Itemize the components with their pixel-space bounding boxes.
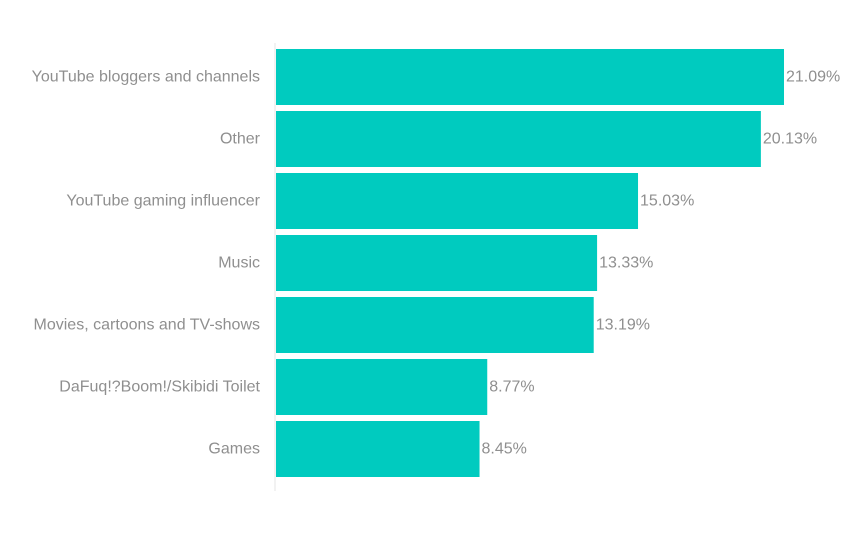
value-label: 21.09% [786, 69, 840, 86]
category-label: YouTube bloggers and channels [32, 69, 260, 86]
bar [276, 111, 761, 167]
value-label: 13.19% [596, 317, 650, 334]
value-label: 8.45% [482, 441, 527, 458]
bar [276, 173, 639, 229]
bar [276, 235, 598, 291]
category-label: Movies, cartoons and TV-shows [34, 317, 260, 334]
category-label: YouTube gaming influencer [66, 193, 260, 210]
value-label: 15.03% [640, 193, 694, 210]
bar [276, 421, 480, 477]
value-label: 13.33% [599, 255, 653, 272]
bar [276, 297, 594, 353]
category-label: Music [218, 255, 260, 272]
category-label: Other [220, 131, 261, 148]
value-label: 8.77% [489, 379, 534, 396]
bar [276, 49, 784, 105]
category-label: Games [208, 441, 260, 458]
bars-group [276, 49, 784, 477]
category-labels-group: YouTube bloggers and channels Other YouTub… [32, 69, 261, 458]
value-labels-group: 21.09% 20.13% 15.03% 13.33% 13.19% 8.77% 8.45% [482, 69, 841, 458]
bar [276, 359, 488, 415]
category-label: DaFuq!?Boom!/Skibidi Toilet [59, 379, 260, 396]
value-label: 20.13% [763, 131, 817, 148]
